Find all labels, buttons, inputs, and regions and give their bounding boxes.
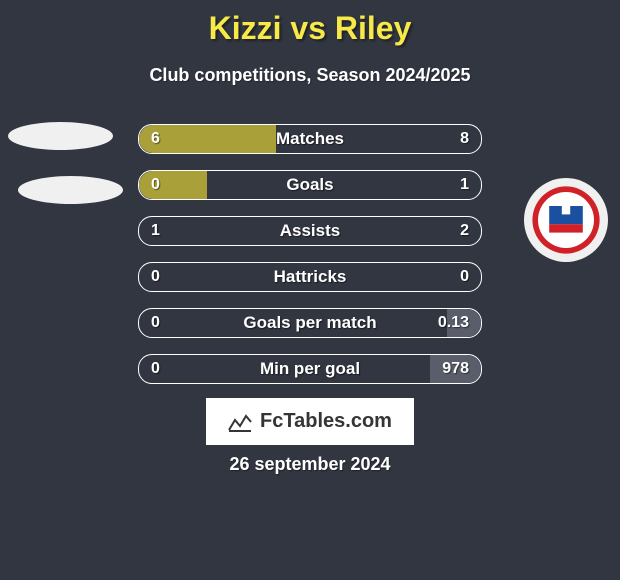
- stats-rows: 6Matches80Goals11Assists20Hattricks00Goa…: [138, 124, 482, 400]
- stat-label: Assists: [139, 217, 481, 245]
- fill-right: [447, 309, 481, 337]
- stat-row: 1Assists2: [138, 216, 482, 246]
- stat-label: Hattricks: [139, 263, 481, 291]
- attribution: FcTables.com: [0, 398, 620, 445]
- stat-left-value: 0: [151, 263, 160, 291]
- date-text: 26 september 2024: [0, 454, 620, 475]
- stat-row: 0Min per goal978: [138, 354, 482, 384]
- subtitle: Club competitions, Season 2024/2025: [0, 65, 620, 86]
- stat-right-value: 8: [460, 125, 469, 153]
- attribution-text: FcTables.com: [260, 410, 392, 433]
- stat-right-value: 1: [460, 171, 469, 199]
- stat-left-value: 1: [151, 217, 160, 245]
- stat-label: Goals per match: [139, 309, 481, 337]
- stat-row: 0Hattricks0: [138, 262, 482, 292]
- attribution-box: FcTables.com: [206, 398, 414, 445]
- club-badge-icon: [531, 185, 601, 255]
- page-title: Kizzi vs Riley: [0, 0, 620, 47]
- stat-left-value: 0: [151, 355, 160, 383]
- player2-club-badge: [524, 178, 608, 262]
- fill-left: [139, 125, 276, 153]
- stat-row: 0Goals1: [138, 170, 482, 200]
- stat-left-value: 0: [151, 309, 160, 337]
- comparison-card: Kizzi vs Riley Club competitions, Season…: [0, 0, 620, 580]
- stat-right-value: 2: [460, 217, 469, 245]
- stat-right-value: 0: [460, 263, 469, 291]
- player1-avatar-placeholder: [8, 122, 113, 150]
- stat-row: 0Goals per match0.13: [138, 308, 482, 338]
- player1-club-placeholder: [18, 176, 123, 204]
- fill-right: [430, 355, 481, 383]
- fill-left: [139, 171, 207, 199]
- attribution-icon: [228, 412, 252, 432]
- stat-row: 6Matches8: [138, 124, 482, 154]
